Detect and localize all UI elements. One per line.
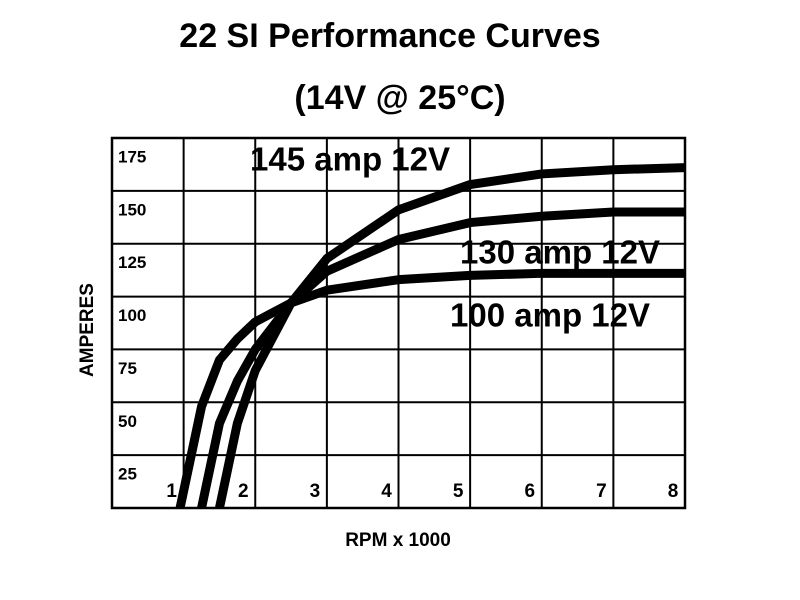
series-label: 130 amp 12V	[460, 234, 660, 271]
y-tick-label: 100	[118, 306, 146, 325]
y-tick-label: 25	[118, 465, 137, 484]
x-tick-label: 4	[381, 481, 392, 502]
series-label: 145 amp 12V	[250, 141, 450, 178]
x-tick-label: 6	[524, 481, 535, 502]
series-line	[175, 268, 685, 508]
x-axis-label: RPM x 1000	[345, 530, 451, 551]
x-tick-label: 2	[238, 481, 249, 502]
y-tick-label: 150	[118, 200, 146, 219]
y-tick-label: 125	[118, 253, 146, 272]
curves	[175, 163, 685, 508]
grid	[112, 137, 686, 508]
x-tick-label: 5	[453, 481, 464, 502]
chart-title: 22 SI Performance Curves	[179, 17, 600, 55]
x-tick-label: 3	[310, 481, 321, 502]
x-tick-label: 7	[596, 481, 607, 502]
series-line	[197, 207, 685, 508]
series-line	[214, 163, 685, 508]
x-tick-label: 8	[668, 481, 679, 502]
y-tick-label: 75	[118, 359, 137, 378]
x-tick-label: 1	[166, 481, 177, 502]
series-label: 100 amp 12V	[450, 297, 650, 334]
chart-subtitle: (14V @ 25°C)	[294, 79, 505, 117]
y-tick-label: 50	[118, 412, 137, 431]
y-axis-label: AMPERES	[77, 283, 98, 377]
y-tick-label: 175	[118, 147, 146, 166]
